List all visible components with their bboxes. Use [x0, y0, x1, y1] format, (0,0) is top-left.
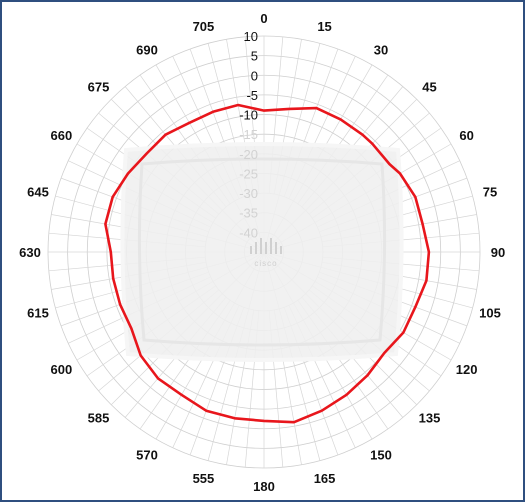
angle-tick-label: 630: [19, 245, 41, 260]
series-layer: [104, 103, 431, 424]
angle-tick-label: 105: [479, 306, 501, 321]
angle-tick-label: 675: [88, 80, 110, 95]
angle-tick-label: 600: [50, 362, 72, 377]
angle-tick-label: 135: [419, 410, 441, 425]
radial-tick-label: 0: [251, 68, 258, 83]
angle-tick-label: 15: [317, 19, 331, 34]
angle-tick-label: 165: [314, 471, 336, 486]
radial-tick-label: 5: [251, 49, 258, 64]
angle-tick-label: 0: [260, 11, 267, 26]
angle-tick-label: 690: [136, 42, 158, 57]
radial-tick-label: -10: [239, 108, 258, 123]
angle-tick-label: 90: [491, 245, 505, 260]
radial-tick-label: -15: [239, 127, 258, 142]
angle-tick-label: 60: [459, 128, 473, 143]
angle-tick-label: 555: [193, 471, 215, 486]
radial-tick-label: -20: [239, 147, 258, 162]
angle-tick-label: 120: [456, 362, 478, 377]
angle-tick-label: 585: [88, 410, 110, 425]
radial-tick-label: -40: [239, 225, 258, 240]
angle-tick-label: 45: [422, 80, 436, 95]
device-watermark: cisco: [120, 142, 404, 362]
angle-tick-label: 615: [27, 306, 49, 321]
watermark-text: cisco: [254, 259, 277, 268]
radial-tick-label: -35: [239, 206, 258, 221]
radial-tick-label: -25: [239, 166, 258, 181]
angle-tick-label: 150: [370, 448, 392, 463]
angle-tick-label: 705: [193, 19, 215, 34]
angular-axis: 0153045607590105120135150165180555570585…: [19, 11, 505, 494]
radial-tick-label: -5: [246, 88, 258, 103]
angle-tick-label: 75: [483, 184, 497, 199]
angle-tick-label: 645: [27, 184, 49, 199]
radial-tick-label: 10: [244, 29, 258, 44]
radial-tick-label: -30: [239, 186, 258, 201]
angle-tick-label: 180: [253, 479, 275, 494]
angle-tick-label: 660: [50, 128, 72, 143]
series-line: [104, 103, 431, 424]
radial-axis: 10 5 0 -5 -10 -15 -20 -25 -30 -35 -40: [239, 29, 258, 240]
angle-tick-label: 570: [136, 448, 158, 463]
angle-tick-label: 30: [374, 42, 388, 57]
cisco-logo-icon: cisco: [250, 238, 282, 268]
